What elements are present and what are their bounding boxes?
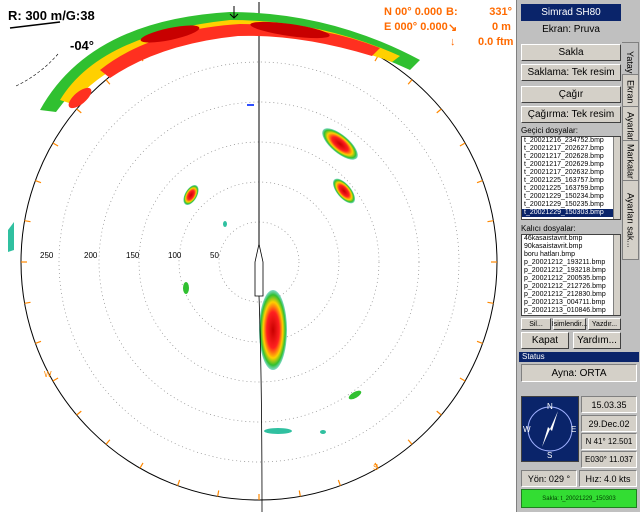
- file-item[interactable]: t_20021216_234752.bmp: [524, 137, 604, 144]
- save-status-bar: Sakla: t_20021229_150303: [521, 489, 637, 508]
- latitude-readout: N 00° 0.000: [384, 6, 443, 18]
- vessel-symbol: [254, 243, 264, 297]
- rename-button[interactable]: İsimlendir...: [552, 318, 587, 330]
- depth-arrow-icon: ↓: [450, 36, 456, 48]
- file-item[interactable]: p_20021213_004711.bmp: [524, 299, 606, 306]
- depth-readout: 0.0 ftm: [478, 36, 514, 48]
- help-button[interactable]: Yardım...: [573, 332, 621, 349]
- mirror-status: Ayna: ORTA: [521, 364, 637, 382]
- file-item[interactable]: p_20021212_200535.bmp: [524, 275, 606, 282]
- range-scale-label: 100: [168, 251, 182, 260]
- range-scale-label: 200: [84, 251, 98, 260]
- echo-band: [8, 12, 420, 252]
- sonar-canvas: 250 200 150 100 50 W S: [8, 2, 498, 512]
- scrollbar[interactable]: [613, 235, 620, 315]
- date-readout: 29.Dec.02: [581, 415, 637, 432]
- temp-files-list[interactable]: t_20021216_234752.bmp t_20021217_202627.b…: [521, 136, 621, 220]
- echo-target: [183, 185, 199, 205]
- bearing-label: B:: [446, 6, 458, 18]
- print-button[interactable]: Yazdır...: [588, 318, 621, 330]
- file-item[interactable]: 90kasaistavrit.bmp: [524, 243, 583, 250]
- status-header: Status: [519, 352, 639, 362]
- file-item[interactable]: p_20021213_010846.bmp: [524, 307, 606, 314]
- delete-button[interactable]: Sil...: [521, 318, 551, 330]
- latitude-field: N 41° 12.501: [581, 433, 637, 450]
- echo-target: [322, 128, 358, 160]
- tilt-readout: -04°: [70, 38, 94, 53]
- file-item[interactable]: t_20021217_202627.bmp: [524, 145, 604, 152]
- echo-target: [183, 282, 189, 294]
- echo-target: [259, 290, 287, 370]
- tilt-indicator: [9, 21, 61, 29]
- file-item[interactable]: p_20021212_212830.bmp: [524, 291, 606, 298]
- recall-button[interactable]: Çağır: [521, 86, 621, 103]
- file-item[interactable]: t_20021229_150303.bmp: [522, 209, 620, 217]
- tab-markalar[interactable]: Markalar: [622, 140, 639, 184]
- tab-ayarlar[interactable]: Ayarlar: [622, 106, 639, 146]
- file-item[interactable]: p_20021212_193211.bmp: [524, 259, 606, 266]
- range-gain-readout: R: 300 m/G:38: [8, 8, 95, 23]
- compass-e: E: [571, 425, 576, 434]
- file-item[interactable]: p_20021212_193218.bmp: [524, 267, 606, 274]
- longitude-readout: E 000° 0.000: [384, 21, 448, 33]
- file-item[interactable]: t_20021217_202629.bmp: [524, 161, 604, 168]
- file-item[interactable]: 46kasaistavrit.bmp: [524, 235, 583, 242]
- time-readout: 15.03.35: [581, 396, 637, 413]
- range-scale-label: 50: [210, 251, 219, 260]
- echo-target: [332, 178, 356, 204]
- screen-mode-label: Ekran: Pruva: [542, 24, 600, 35]
- bearing-value: 331°: [489, 6, 512, 18]
- perm-files-list[interactable]: 46kasaistavrit.bmp 90kasaistavrit.bmp boru…: [521, 234, 621, 316]
- file-item[interactable]: t_20021225_163757.bmp: [524, 177, 604, 184]
- heading-compass: N E S W: [521, 396, 579, 462]
- scrollbar[interactable]: [613, 137, 620, 219]
- app-title: Simrad SH80: [521, 4, 621, 21]
- file-item[interactable]: t_20021229_150235.bmp: [524, 201, 604, 208]
- file-item[interactable]: t_20021229_150234.bmp: [524, 193, 604, 200]
- save-mode-button[interactable]: Saklama: Tek resim: [521, 64, 621, 81]
- tab-ekran[interactable]: Ekran: [622, 74, 639, 110]
- control-panel: Simrad SH80 Ekran: Pruva Sakla Saklama: …: [516, 0, 640, 512]
- compass-letter-w: W: [44, 370, 52, 379]
- compass-letter-s: S: [373, 463, 378, 472]
- file-item[interactable]: p_20021212_212726.bmp: [524, 283, 606, 290]
- file-item[interactable]: boru hatları.bmp: [524, 251, 575, 258]
- file-item[interactable]: t_20021217_202632.bmp: [524, 169, 604, 176]
- recall-mode-button[interactable]: Çağırma: Tek resim: [521, 106, 621, 123]
- temp-files-label: Geçici dosyalar:: [521, 126, 578, 135]
- speed-field: Hız: 4.0 kts: [579, 470, 637, 487]
- range-scale-label: 150: [126, 251, 140, 260]
- longitude-field: E030° 11.037: [581, 451, 637, 468]
- compass-w: W: [523, 425, 531, 434]
- range-scale-label: 250: [40, 251, 54, 260]
- vessel-track: [258, 295, 263, 512]
- tab-ayarlari-sakla[interactable]: Ayarları sak...: [622, 180, 639, 260]
- file-item[interactable]: t_20021217_202628.bmp: [524, 153, 604, 160]
- compass-s: S: [547, 451, 552, 460]
- perm-files-label: Kalıcı dosyalar:: [521, 224, 576, 233]
- distance-readout: 0 m: [492, 21, 511, 33]
- distance-arrow-icon: ↘: [448, 22, 458, 34]
- range-scale: 250 200 150 100 50: [40, 251, 219, 260]
- sonar-display[interactable]: 250 200 150 100 50 W S R: 300 m/G:38 -04° N …: [0, 0, 516, 512]
- compass-n: N: [547, 402, 553, 411]
- file-item[interactable]: t_20021225_163759.bmp: [524, 185, 604, 192]
- arrow-down-icon: [229, 6, 239, 19]
- close-button[interactable]: Kapat: [521, 332, 569, 349]
- save-button[interactable]: Sakla: [521, 44, 621, 61]
- heading-field: Yön: 029 °: [521, 470, 577, 487]
